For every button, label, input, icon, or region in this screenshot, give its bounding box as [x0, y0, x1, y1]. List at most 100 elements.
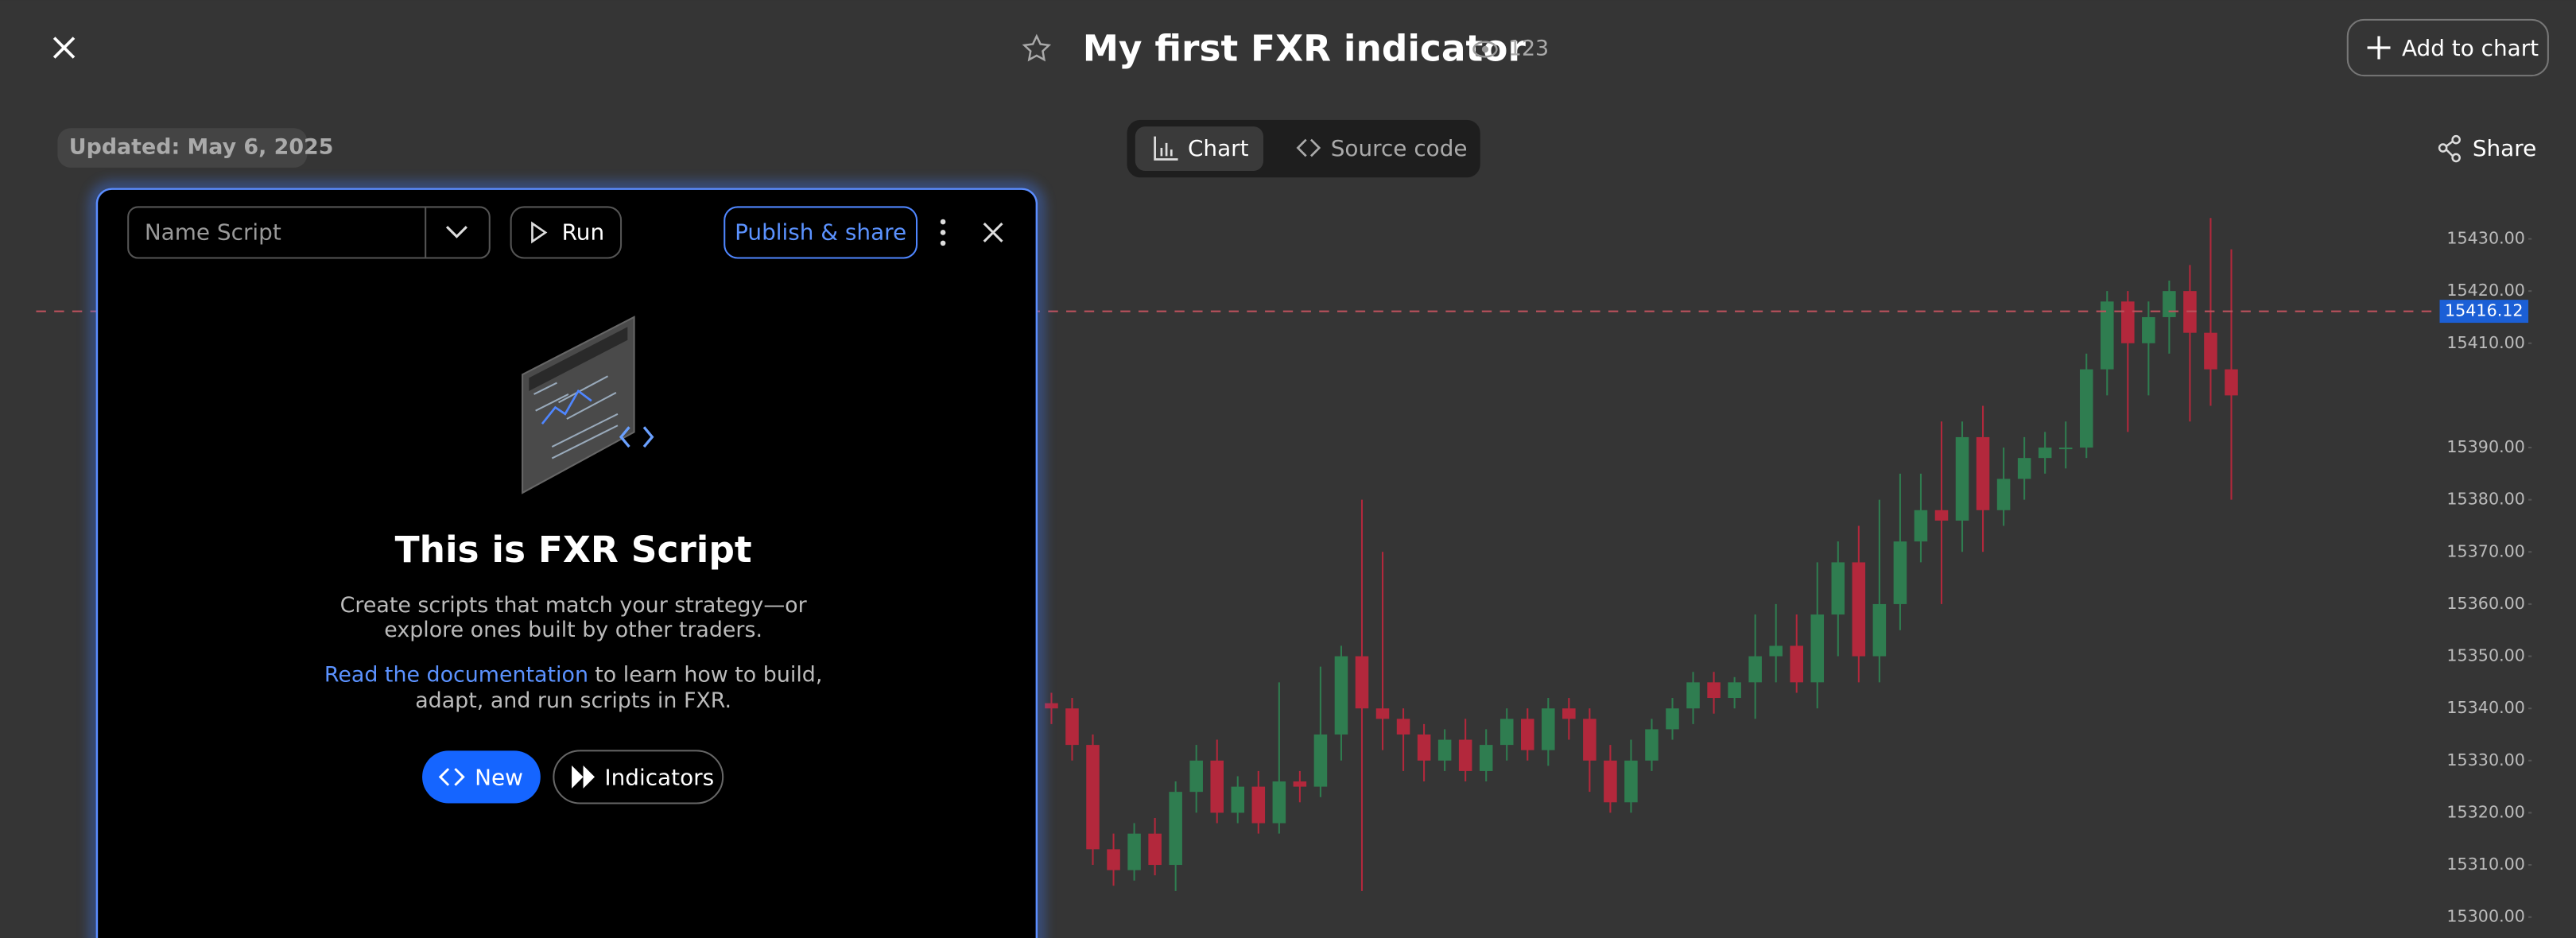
candle-body — [1045, 703, 1058, 709]
close-icon[interactable] — [52, 37, 76, 59]
updated-badge — [57, 128, 308, 168]
panel-glow — [91, 183, 1043, 938]
candle-body — [1272, 781, 1286, 824]
last-price-label: 15416.12 — [2445, 301, 2524, 320]
chart-icon — [1154, 136, 1178, 161]
new-icon — [438, 768, 465, 786]
y-tick-label: 15310.00 — [2446, 855, 2525, 874]
candle-body — [1169, 792, 1182, 866]
candle-body — [2204, 332, 2217, 370]
play-icon — [531, 221, 548, 244]
candle-body — [2017, 458, 2031, 479]
new-button[interactable] — [422, 750, 541, 804]
chevron[interactable] — [445, 226, 467, 238]
indicators-button[interactable] — [553, 750, 724, 804]
candle-body — [1934, 510, 1949, 521]
panel-close[interactable] — [983, 222, 1003, 242]
candle-body — [1189, 760, 1203, 793]
candle-body — [1107, 849, 1120, 870]
candle-body — [2142, 316, 2155, 343]
illustration — [522, 316, 654, 494]
publish-label[interactable]: Publish & share — [735, 219, 906, 245]
run-label[interactable]: Run — [562, 219, 604, 245]
candle-body — [1604, 760, 1617, 803]
candle-body — [2079, 369, 2093, 448]
name-input[interactable] — [127, 206, 491, 259]
candle-body — [1521, 719, 1534, 750]
candle-body — [1479, 745, 1493, 771]
panel — [95, 188, 1038, 938]
candle-body — [1914, 510, 1928, 542]
candle-body — [1583, 719, 1596, 761]
y-tick-label: 15430.00 — [2446, 229, 2525, 248]
candle-body — [1748, 656, 1762, 683]
candle-body — [1872, 603, 1887, 657]
share-icon[interactable] — [2438, 134, 2461, 163]
add-to-chart-label[interactable]: Add to chart — [2402, 35, 2539, 61]
doc-text-1: to learn how to build, — [595, 662, 822, 687]
candle-body — [1955, 436, 1969, 521]
new-label[interactable]: New — [475, 765, 523, 791]
y-tick-label: 15300.00 — [2446, 907, 2525, 926]
plus-icon — [2367, 36, 2391, 60]
candle-body — [2163, 291, 2176, 317]
candle-body — [1707, 682, 1721, 699]
candle-body — [1810, 614, 1825, 683]
candle-body — [1148, 833, 1162, 866]
candle-body — [1396, 719, 1410, 735]
y-tick-label: 15350.00 — [2446, 646, 2525, 665]
title: My first FXR indicator — [1083, 28, 1527, 70]
candle-body — [1458, 739, 1472, 771]
candle-body — [2225, 369, 2238, 396]
candle-body — [1893, 541, 1907, 604]
candle-body — [2038, 448, 2052, 459]
share[interactable]: Share — [2473, 135, 2536, 161]
candle-body — [1542, 708, 1555, 750]
candle-body — [1645, 729, 1658, 761]
star-icon[interactable] — [1022, 33, 1052, 62]
y-tick-label: 15390.00 — [2446, 437, 2525, 456]
y-tick-label: 15410.00 — [2446, 333, 2525, 352]
y-tick-label: 15360.00 — [2446, 594, 2525, 613]
candle-body — [1231, 786, 1245, 813]
candle-body — [1624, 760, 1638, 803]
chart: 15430.00 15420.00 15410.00 15390.00 15380.00… — [36, 218, 2532, 926]
tab-source[interactable]: Source code — [1331, 135, 1468, 161]
y-tick-label: 15380.00 — [2446, 490, 2525, 509]
candle-body — [2101, 301, 2114, 370]
candle-body — [1666, 708, 1679, 730]
tab-chart[interactable]: Chart — [1188, 135, 1249, 161]
last-price-badge — [2439, 300, 2529, 324]
y-tick-label: 15340.00 — [2446, 698, 2525, 717]
candle-body — [1790, 645, 1803, 683]
name-placeholder[interactable]: Name Script — [145, 219, 281, 245]
candle-body — [1417, 734, 1431, 761]
candle-body — [1769, 645, 1783, 657]
kebab-icon[interactable] — [940, 219, 946, 246]
publish-button[interactable] — [724, 206, 918, 259]
y-tick-label: 15330.00 — [2446, 750, 2525, 769]
indicators-label[interactable]: Indicators — [604, 765, 714, 791]
candle-body — [1086, 745, 1100, 850]
candle-body — [1065, 708, 1079, 746]
doc-line-2: adapt, and run scripts in FXR. — [415, 688, 731, 713]
candle-body — [1831, 562, 1845, 615]
candle-body — [2121, 301, 2135, 343]
run-button[interactable] — [510, 206, 623, 259]
code-icon — [1296, 138, 1321, 157]
candle-body — [1976, 436, 1990, 510]
candle-body — [1728, 682, 1741, 699]
candle-body — [1127, 833, 1141, 870]
description-1: Create scripts that match your strategy—… — [340, 593, 808, 618]
candle-body — [1355, 656, 1369, 709]
y-tick-label: 15420.00 — [2446, 281, 2525, 300]
candle-body — [1251, 786, 1266, 824]
add-to-chart-button[interactable] — [2346, 18, 2549, 77]
doc-link[interactable]: Read the documentation — [324, 662, 588, 687]
views: 123 — [1508, 37, 1549, 61]
candle-body — [2058, 448, 2073, 450]
panel-heading: This is FXR Script — [395, 529, 752, 571]
candle-body — [1293, 781, 1307, 787]
candle-body — [1562, 708, 1576, 719]
